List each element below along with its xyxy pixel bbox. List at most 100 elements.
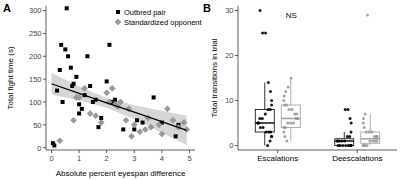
scatter-point xyxy=(123,117,129,123)
y-tick xyxy=(43,124,46,125)
jitter-point xyxy=(362,122,365,125)
y-axis-title: Total transitions in trial xyxy=(210,38,219,117)
annotation: NS xyxy=(286,11,297,20)
x-tick xyxy=(106,150,107,153)
jitter-point xyxy=(270,99,273,102)
jitter-point xyxy=(367,131,370,134)
jitter-point xyxy=(262,126,265,129)
jitter-point xyxy=(344,144,347,147)
scatter-point xyxy=(156,122,162,128)
x-tick-label: 5 xyxy=(187,154,191,163)
jitter-point xyxy=(289,122,292,125)
y-tick xyxy=(43,102,46,103)
scatter-point xyxy=(152,95,156,99)
scatter-point xyxy=(93,113,99,119)
box xyxy=(255,110,274,133)
category-label: Deescalations xyxy=(332,154,382,163)
scatter-point xyxy=(61,100,65,104)
jitter-point xyxy=(376,135,379,138)
jitter-point xyxy=(362,117,365,120)
x-tick xyxy=(189,150,190,153)
y-tick xyxy=(43,33,46,34)
scatter-point xyxy=(65,6,69,10)
jitter-point xyxy=(288,108,291,111)
scatter-point xyxy=(96,125,100,129)
x-tick xyxy=(51,150,52,153)
scatter-point xyxy=(77,102,81,106)
plot-area xyxy=(51,6,190,147)
jitter-point xyxy=(343,140,346,143)
fit-line xyxy=(52,84,187,131)
jitter-point xyxy=(284,90,287,93)
jitter-point xyxy=(291,108,294,111)
legend-marker xyxy=(115,19,121,25)
x-axis-line xyxy=(238,150,397,151)
panel-label: A xyxy=(3,2,11,14)
y-axis-line xyxy=(238,6,239,150)
scatter-point xyxy=(71,117,77,123)
jitter-point xyxy=(341,144,344,147)
scatter-point xyxy=(118,99,124,105)
legend-label: Standardized opponent xyxy=(124,18,202,27)
whisker-upper xyxy=(370,114,371,132)
scatter-point xyxy=(104,90,110,96)
jitter-point xyxy=(259,9,262,12)
jitter-point xyxy=(267,131,270,134)
y-tick-label: 100 xyxy=(29,98,42,107)
jitter-point xyxy=(346,108,349,111)
scatter-point xyxy=(159,131,165,137)
y-tick xyxy=(43,79,46,80)
x-tick xyxy=(277,150,278,153)
x-tick-label: 3 xyxy=(132,154,136,163)
jitter-point xyxy=(290,77,293,80)
scatter-point xyxy=(82,85,88,91)
jitter-point xyxy=(373,135,376,138)
jitter-point xyxy=(267,81,270,84)
median xyxy=(361,138,380,139)
scatter-point xyxy=(109,85,115,91)
scatter-point xyxy=(121,127,125,131)
jitter-point xyxy=(296,117,299,120)
jitter-point xyxy=(270,135,273,138)
scatter-point xyxy=(69,66,73,70)
jitter-point xyxy=(284,126,287,129)
scatter-point xyxy=(98,120,104,126)
scatter-point xyxy=(63,47,67,51)
scatter-point xyxy=(170,117,176,123)
jitter-point xyxy=(365,131,368,134)
x-axis-title: Absolute percent eyespan difference xyxy=(56,169,186,178)
whisker-upper xyxy=(344,132,345,139)
x-tick xyxy=(134,150,135,153)
jitter-point xyxy=(364,113,367,116)
jitter-point xyxy=(261,117,264,120)
panel-label: B xyxy=(203,2,211,14)
jitter-point xyxy=(363,126,366,129)
x-tick xyxy=(79,150,80,153)
scatter-point xyxy=(66,54,70,58)
y-tick xyxy=(235,100,238,101)
scatter-point xyxy=(131,122,137,128)
scatter-point xyxy=(129,133,135,139)
scatter-point xyxy=(59,43,63,47)
figure: A050100150200250300012345Absolute percen… xyxy=(0,0,401,180)
y-tick xyxy=(235,145,238,146)
scatter-point xyxy=(57,138,63,144)
y-tick-label: 200 xyxy=(29,52,42,61)
scatter-point xyxy=(174,134,178,138)
scatter-point xyxy=(72,82,76,86)
jitter-point xyxy=(350,144,353,147)
jitter-point xyxy=(368,140,371,143)
y-tick-label: 150 xyxy=(29,75,42,84)
scatter-point xyxy=(141,121,145,125)
x-tick-label: 2 xyxy=(105,154,109,163)
box xyxy=(281,105,300,128)
scatter-point xyxy=(105,79,109,83)
scatter-point xyxy=(55,89,59,93)
jitter-point xyxy=(259,126,262,129)
jitter-point xyxy=(257,122,260,125)
jitter-point xyxy=(296,117,299,120)
jitter-point xyxy=(350,122,353,125)
scatter-point xyxy=(74,75,78,79)
y-tick xyxy=(43,10,46,11)
scatter-point xyxy=(85,54,89,58)
